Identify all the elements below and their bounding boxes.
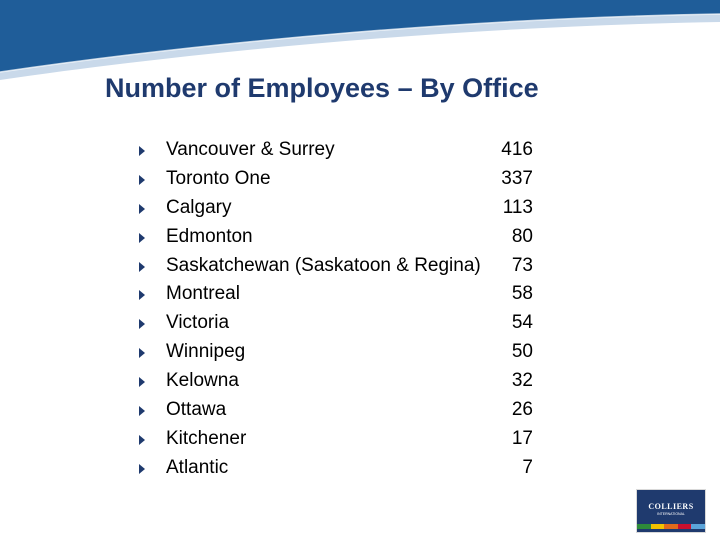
employee-count: 26 — [511, 399, 533, 421]
triangle-right-icon — [139, 203, 145, 214]
office-name: Edmonton — [166, 225, 253, 247]
triangle-right-icon — [139, 434, 145, 445]
colliers-logo: COLLIERS INTERNATIONAL — [636, 489, 706, 533]
list-item: Ottawa 26 — [139, 396, 539, 425]
triangle-right-icon — [139, 463, 145, 474]
office-name: Winnipeg — [166, 341, 246, 363]
logo-wordmark: COLLIERS — [648, 502, 694, 511]
office-name: Victoria — [166, 312, 230, 334]
office-name: Atlantic — [166, 456, 229, 478]
employee-count: 80 — [511, 225, 533, 247]
employee-count: 337 — [501, 167, 533, 189]
logo-subtitle: INTERNATIONAL — [657, 512, 685, 516]
header-swoosh — [0, 0, 720, 80]
office-name: Saskatchewan (Saskatoon & Regina) — [166, 254, 481, 276]
list-item: Saskatchewan (Saskatoon & Regina) 73 — [139, 252, 539, 281]
employee-count: 17 — [511, 427, 533, 449]
employee-count: 32 — [511, 370, 533, 392]
employee-count: 7 — [522, 456, 533, 478]
employee-count: 73 — [511, 254, 533, 276]
triangle-right-icon — [139, 348, 145, 359]
logo-stripe — [677, 524, 692, 529]
logo-stripes — [637, 524, 705, 529]
list-item: Winnipeg 50 — [139, 338, 539, 367]
list-item: Victoria 54 — [139, 309, 539, 338]
employee-count: 50 — [511, 341, 533, 363]
office-name: Toronto One — [166, 167, 271, 189]
office-name: Ottawa — [166, 399, 227, 421]
triangle-right-icon — [139, 319, 145, 330]
header-swoosh-highlight — [0, 13, 720, 73]
office-list: Vancouver & Surrey 416 Toronto One 337 Calga… — [139, 136, 539, 483]
triangle-right-icon — [139, 290, 145, 301]
triangle-right-icon — [139, 174, 145, 185]
employee-count: 113 — [502, 196, 533, 218]
employee-count: 54 — [511, 312, 533, 334]
logo-stripe — [664, 524, 678, 529]
logo-stripe — [650, 524, 665, 529]
office-name: Kelowna — [166, 370, 239, 392]
slide-title: Number of Employees – By Office — [105, 73, 539, 103]
triangle-right-icon — [139, 232, 145, 243]
list-item: Montreal 58 — [139, 280, 539, 309]
list-item: Calgary 113 — [139, 194, 539, 223]
list-item: Kelowna 32 — [139, 367, 539, 396]
logo-stripe — [637, 524, 651, 529]
header-swoosh-dark — [0, 0, 720, 72]
list-item: Atlantic 7 — [139, 454, 539, 483]
office-name: Kitchener — [166, 427, 247, 449]
triangle-right-icon — [139, 261, 145, 272]
triangle-right-icon — [139, 406, 145, 417]
office-name: Vancouver & Surrey — [166, 139, 335, 160]
employee-count: 416 — [501, 139, 533, 160]
triangle-right-icon — [139, 377, 145, 388]
list-item: Edmonton 80 — [139, 223, 539, 252]
list-item: Kitchener 17 — [139, 425, 539, 454]
office-name: Montreal — [166, 283, 240, 305]
list-item: Toronto One 337 — [139, 165, 539, 194]
logo-stripe — [691, 524, 705, 529]
employee-count: 58 — [511, 283, 533, 305]
list-item: Vancouver & Surrey 416 — [139, 136, 539, 165]
office-name: Calgary — [166, 196, 232, 218]
triangle-right-icon — [139, 146, 145, 156]
